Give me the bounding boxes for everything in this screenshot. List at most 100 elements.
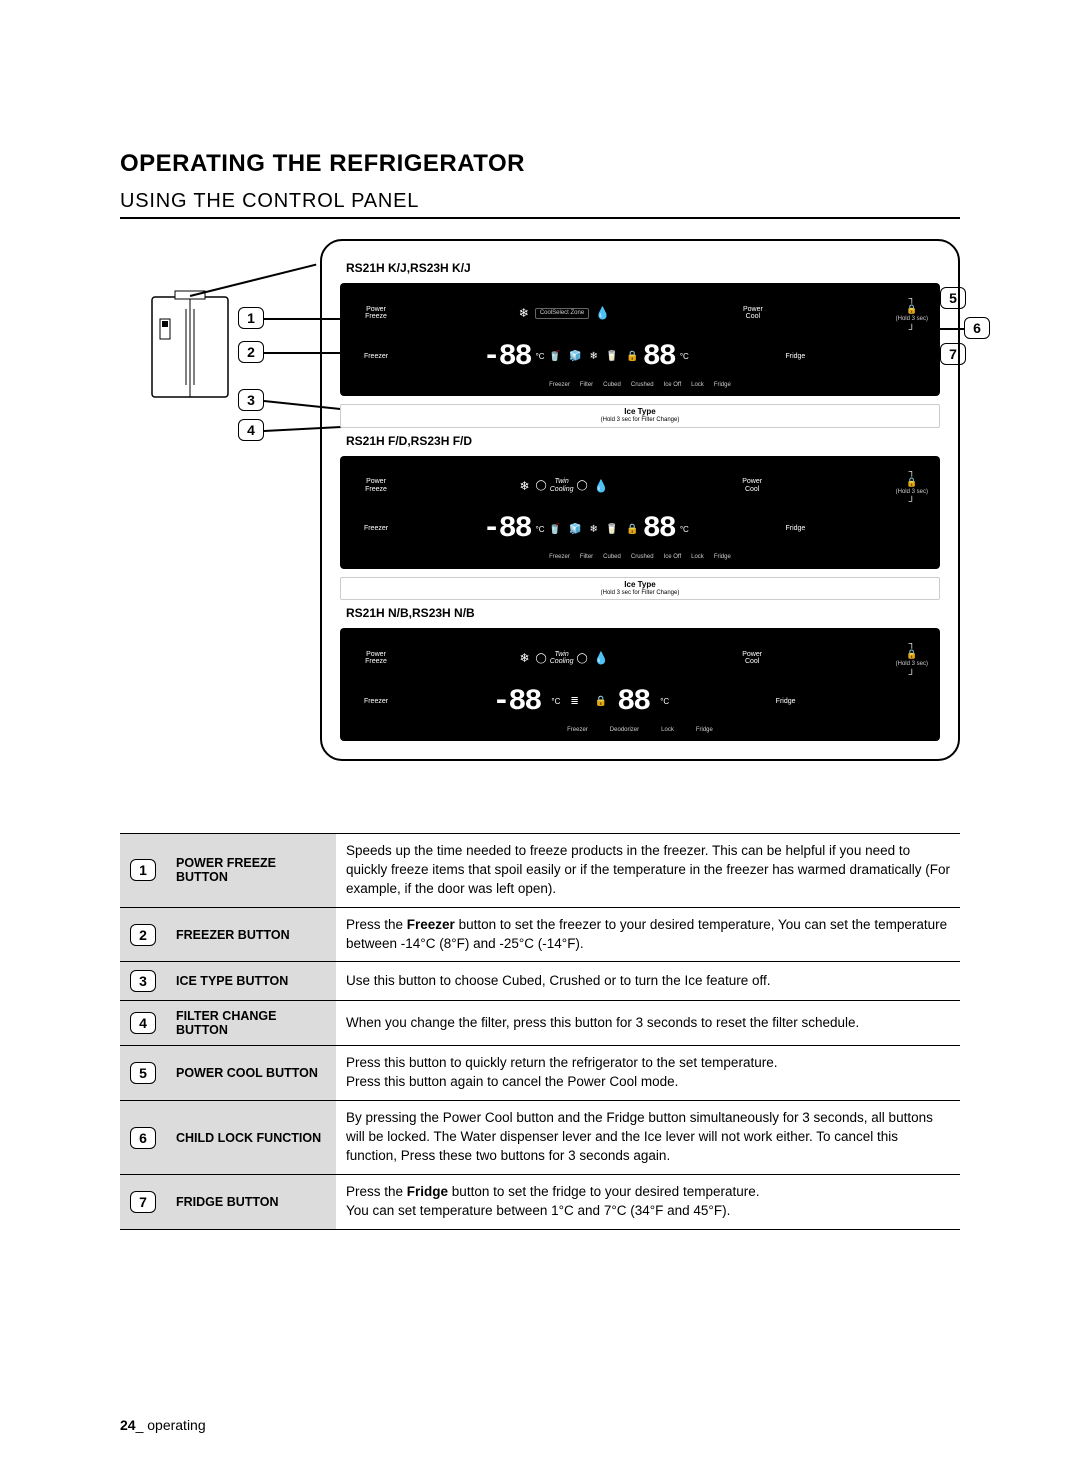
power-freeze-button[interactable]: Power Freeze — [352, 306, 400, 321]
freezer-button[interactable]: Freezer — [352, 525, 400, 533]
legend-fridge: Fridge — [696, 727, 713, 734]
row-description: Press the Freezer button to set the free… — [336, 907, 960, 962]
hold-3s-label: (Hold 3 sec) — [896, 661, 928, 668]
twin-cooling-label: Twin Cooling — [550, 478, 574, 493]
power-freeze-button[interactable]: Power Freeze — [352, 478, 400, 493]
legend-lock: Lock — [661, 727, 674, 734]
row-badge: 6 — [130, 1127, 156, 1149]
legend-fridge: Fridge — [714, 382, 731, 389]
power-freeze-label: Power Freeze — [365, 478, 387, 493]
page-number: 24 — [120, 1417, 136, 1433]
control-panel-wrapper: RS21H K/J,RS23H K/J Power Freeze ❄ CoolS… — [320, 239, 960, 761]
legend-freezer: Freezer — [549, 382, 570, 389]
table-row: 1POWER FREEZE BUTTONSpeeds up the time n… — [120, 834, 960, 908]
temp-readout: -88°C ≣ 🔒 88°C — [492, 685, 669, 719]
row-badge: 1 — [130, 859, 156, 881]
row-description: When you change the filter, press this b… — [336, 1001, 960, 1046]
cup-icon: 🥤 — [549, 524, 561, 535]
row-label: CHILD LOCK FUNCTION — [166, 1101, 336, 1175]
cup2-icon: 🥛 — [606, 351, 618, 362]
ice-type-button[interactable]: Ice Type (Hold 3 sec for Filter Change) — [340, 404, 940, 427]
temp-readout: -88°C 🥤 🧊 ❄ 🥛 🔒 88°C — [483, 340, 689, 374]
hold-3s-label: (Hold 3 sec) — [896, 489, 928, 496]
model-b-label: RS21H F/D,RS23H F/D — [346, 434, 940, 448]
footer-section: _ operating — [136, 1417, 206, 1433]
freezer-temp-value: -88 — [492, 685, 540, 719]
row-badge: 2 — [130, 924, 156, 946]
row-badge: 7 — [130, 1191, 156, 1213]
row-description: By pressing the Power Cool button and th… — [336, 1101, 960, 1175]
crushed-icon: ❄ — [590, 351, 598, 362]
legend-filter: Filter — [580, 554, 593, 561]
circle-icon: ◯ — [577, 480, 588, 491]
page-footer: 24_ operating — [120, 1417, 206, 1433]
fridge-illustration — [150, 289, 230, 399]
freezer-button[interactable]: Freezer — [352, 698, 400, 706]
table-row: 6 CHILD LOCK FUNCTIONBy pressing the Powe… — [120, 1101, 960, 1175]
snowflake-icon: ❄ — [519, 306, 529, 320]
fridge-button[interactable]: Fridge — [762, 698, 810, 706]
table-row: 7FRIDGE BUTTONPress the Fridge button to… — [120, 1174, 960, 1229]
control-display-a: Power Freeze ❄ CoolSelect Zone 💧 Power C… — [340, 283, 940, 396]
power-freeze-label: Power Freeze — [365, 306, 387, 321]
legend-lock: Lock — [691, 554, 704, 561]
freezer-label: Freezer — [364, 353, 388, 361]
fridge-label: Fridge — [776, 698, 796, 706]
legend-fridge: Fridge — [714, 554, 731, 561]
crushed-icon: ❄ — [590, 524, 598, 535]
row-label: FREEZER BUTTON — [166, 907, 336, 962]
row-label: POWER COOL BUTTON — [166, 1046, 336, 1101]
cubed-icon: 🧊 — [569, 524, 581, 535]
hold-3s-label: (Hold 3 sec) — [896, 316, 928, 323]
lock-icon: 🔒 — [906, 304, 917, 315]
power-cool-button[interactable]: Power Cool — [728, 478, 776, 493]
ice-type-button[interactable]: Ice Type (Hold 3 sec for Filter Change) — [340, 577, 940, 600]
droplet-icon: 💧 — [594, 479, 609, 493]
lock-indicator: ┐ 🔒 (Hold 3 sec) ┘ — [896, 293, 928, 334]
power-cool-label: Power Cool — [743, 306, 763, 321]
legend-filter: Filter — [580, 382, 593, 389]
snowflake-icon: ❄ — [519, 479, 529, 493]
fridge-label: Fridge — [785, 353, 805, 361]
lock-indicator: ┐ 🔒 (Hold 3 sec) ┘ — [896, 638, 928, 679]
fridge-temp-value: 88 — [617, 685, 649, 719]
legend-freezer: Freezer — [549, 554, 570, 561]
section-subtitle: USING THE CONTROL PANEL — [120, 190, 960, 219]
leader-line — [190, 264, 317, 297]
power-cool-button[interactable]: Power Cool — [729, 306, 777, 321]
row-label: ICE TYPE BUTTON — [166, 962, 336, 1001]
callout-6: 6 — [964, 317, 990, 339]
power-cool-label: Power Cool — [742, 651, 762, 666]
model-a-label: RS21H K/J,RS23H K/J — [346, 261, 940, 275]
legend-cubed: Cubed — [603, 382, 621, 389]
freezer-label: Freezer — [364, 525, 388, 533]
fridge-temp-value: 88 — [643, 512, 675, 546]
fridge-button[interactable]: Fridge — [771, 525, 819, 533]
callout-1: 1 — [238, 307, 264, 329]
control-display-b: Power Freeze ❄ ◯ Twin Cooling ◯ 💧 Power … — [340, 456, 940, 569]
unit-c: °C — [680, 525, 689, 534]
freezer-button[interactable]: Freezer — [352, 353, 400, 361]
cup2-icon: 🥛 — [606, 524, 618, 535]
row-description: Speeds up the time needed to freeze prod… — [336, 834, 960, 908]
power-freeze-button[interactable]: Power Freeze — [352, 651, 400, 666]
lock-icon: 🔒 — [906, 477, 917, 488]
fridge-button[interactable]: Fridge — [771, 353, 819, 361]
icon-legend-row: Freezer Deodorizer Lock Fridge — [352, 727, 928, 734]
model-c-label: RS21H N/B,RS23H N/B — [346, 606, 940, 620]
top-icon-row: ❄ CoolSelect Zone 💧 — [519, 306, 610, 320]
freezer-temp-value: -88 — [483, 340, 531, 374]
circle-icon: ◯ — [536, 480, 547, 491]
power-cool-button[interactable]: Power Cool — [728, 651, 776, 666]
unit-c: °C — [660, 697, 669, 706]
row-description: Press the Fridge button to set the fridg… — [336, 1174, 960, 1229]
unit-c: °C — [536, 525, 545, 534]
top-icon-row: ❄ ◯ Twin Cooling ◯ 💧 — [519, 651, 608, 666]
legend-crushed: Crushed — [631, 382, 654, 389]
temp-readout: -88°C 🥤 🧊 ❄ 🥛 🔒 88°C — [483, 512, 689, 546]
ice-type-sublabel: (Hold 3 sec for Filter Change) — [341, 590, 939, 597]
callout-3: 3 — [238, 389, 264, 411]
row-badge: 3 — [130, 970, 156, 992]
top-icon-row: ❄ ◯ Twin Cooling ◯ 💧 — [519, 478, 608, 493]
callout-2: 2 — [238, 341, 264, 363]
